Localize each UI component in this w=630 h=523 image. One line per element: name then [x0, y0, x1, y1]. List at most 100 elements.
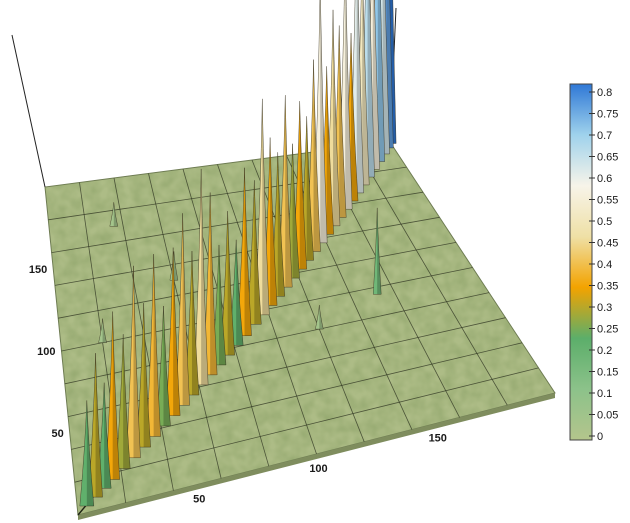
- surface-peak: [237, 167, 252, 336]
- surface-peak-shade: [377, 0, 385, 162]
- surface-peak: [228, 239, 244, 346]
- surface-peak: [277, 95, 293, 288]
- colorbar: 0 0.05 0.1 0.15 0.2 0.25 0.3 0.35 0.4 0.45 0.5 0.55…: [569, 83, 618, 443]
- colorbar-tick-label: 0.45: [597, 238, 618, 250]
- colorbar-tick-label: 0.5: [597, 216, 612, 228]
- colorbar-tick-label: 0.15: [597, 367, 618, 379]
- surface-peak-shade: [313, 59, 321, 252]
- surface-peak-shade: [173, 247, 181, 416]
- colorbar-tick-label: 0.7: [597, 130, 612, 142]
- surface-peak-shade: [143, 303, 151, 448]
- colorbar-tick-label: 0.4: [597, 259, 612, 271]
- surface-peak-shade: [102, 318, 107, 343]
- colorbar-tick-label: 0: [597, 431, 603, 443]
- surface-peak-shade: [285, 95, 293, 288]
- surface-peak-shade: [367, 0, 375, 178]
- surface-peak-shade: [382, 0, 390, 154]
- colorbar-tick-label: 0.35: [597, 281, 618, 293]
- z-axis-line: [11, 34, 46, 188]
- surface-peak: [146, 254, 161, 437]
- surface-peak-shade: [133, 265, 141, 458]
- surface-peak: [372, 207, 382, 295]
- surface-peak: [220, 211, 235, 356]
- surface-peak: [315, 305, 324, 330]
- surface-peak-shade: [112, 311, 120, 480]
- colorbar-tick-label: 0.75: [597, 109, 618, 121]
- grid-line-y: [74, 367, 539, 483]
- grid-line-y: [51, 191, 424, 253]
- y-tick-label: 50: [52, 428, 64, 440]
- surface-peak-shade: [123, 334, 131, 469]
- x-tick-label: 150: [429, 433, 447, 445]
- colorbar-tick-label: 0.55: [597, 195, 618, 207]
- colorbar-tick-label: 0.3: [597, 302, 612, 314]
- surface-peak: [202, 192, 218, 376]
- surface-peak-shade: [163, 305, 171, 426]
- surface-peak: [96, 382, 112, 489]
- surface-peak-shade: [270, 137, 278, 306]
- surface-peak: [126, 265, 141, 459]
- surface-peaks: [79, 0, 397, 507]
- surface-peak-shade: [333, 9, 341, 226]
- surface-peak-shade: [372, 0, 380, 170]
- surface-peak: [247, 180, 262, 325]
- surface-peak-shade: [326, 66, 334, 235]
- surface-peak: [115, 334, 131, 469]
- surface-peak-shade: [377, 207, 382, 295]
- surface-peak-shade: [351, 33, 359, 202]
- y-tick-label: 100: [37, 346, 55, 358]
- surface-peak-shade: [262, 98, 270, 315]
- surface-peak-shade: [292, 143, 300, 279]
- surface-peak-shade: [320, 0, 328, 243]
- surface-floor: [44, 141, 556, 520]
- surface-peak: [184, 251, 200, 396]
- surface-peak-shade: [254, 180, 262, 325]
- surface-peak: [88, 353, 103, 498]
- colorbar-tick-label: 0.8: [597, 87, 612, 99]
- surface-peak: [156, 305, 171, 427]
- surface-peak-shade: [356, 0, 364, 193]
- surface-peak-shade: [299, 101, 307, 270]
- x-tick-label: 50: [193, 494, 205, 506]
- surface-peak-shade: [191, 251, 199, 396]
- surface-peak: [165, 247, 181, 416]
- x-tick-label: 100: [309, 463, 327, 475]
- surface-peak-shade: [95, 353, 103, 498]
- surface-peak-shade: [218, 244, 226, 365]
- surface-peak: [175, 213, 190, 406]
- colorbar-scale: [569, 83, 593, 441]
- surface-peak-shade: [319, 305, 324, 330]
- surface-peak: [105, 311, 120, 480]
- y-tick-label: 150: [29, 264, 47, 276]
- surface-peak: [109, 202, 119, 227]
- surface-peak: [79, 400, 95, 507]
- colorbar-tick-label: 0.1: [597, 388, 612, 400]
- colorbar-tick-label: 0.6: [597, 173, 612, 185]
- surface-texture: [45, 142, 555, 515]
- surface-peak-shade: [104, 382, 112, 489]
- surface-peak: [136, 303, 151, 448]
- surface-peak-shade: [236, 239, 244, 346]
- surface-peak-shade: [182, 213, 190, 406]
- surface-peak-shade: [227, 211, 235, 356]
- surface-peak-shade: [86, 400, 94, 507]
- surface-peak-shade: [244, 167, 252, 336]
- colorbar-tick-label: 0.65: [597, 152, 618, 164]
- surface-peak-shade: [362, 0, 370, 185]
- surface-peak: [98, 318, 107, 343]
- surface-floor-edge: [78, 393, 555, 520]
- surface-peak: [211, 244, 227, 366]
- surface-peak-shade: [306, 116, 314, 261]
- surface-peak: [255, 98, 270, 316]
- surface-peak-shade: [201, 168, 209, 385]
- surface-peak: [193, 168, 209, 386]
- surface-peak-shade: [277, 152, 285, 297]
- surface-peak-shade: [345, 0, 353, 210]
- surface-peak-shade: [210, 192, 218, 375]
- colorbar-tick-label: 0.25: [597, 324, 618, 336]
- surface-peak: [169, 251, 179, 281]
- colorbar-tick-label: 0.05: [597, 410, 618, 422]
- colorbar-tick-label: 0.2: [597, 345, 612, 357]
- surface-peak-shade: [153, 254, 161, 437]
